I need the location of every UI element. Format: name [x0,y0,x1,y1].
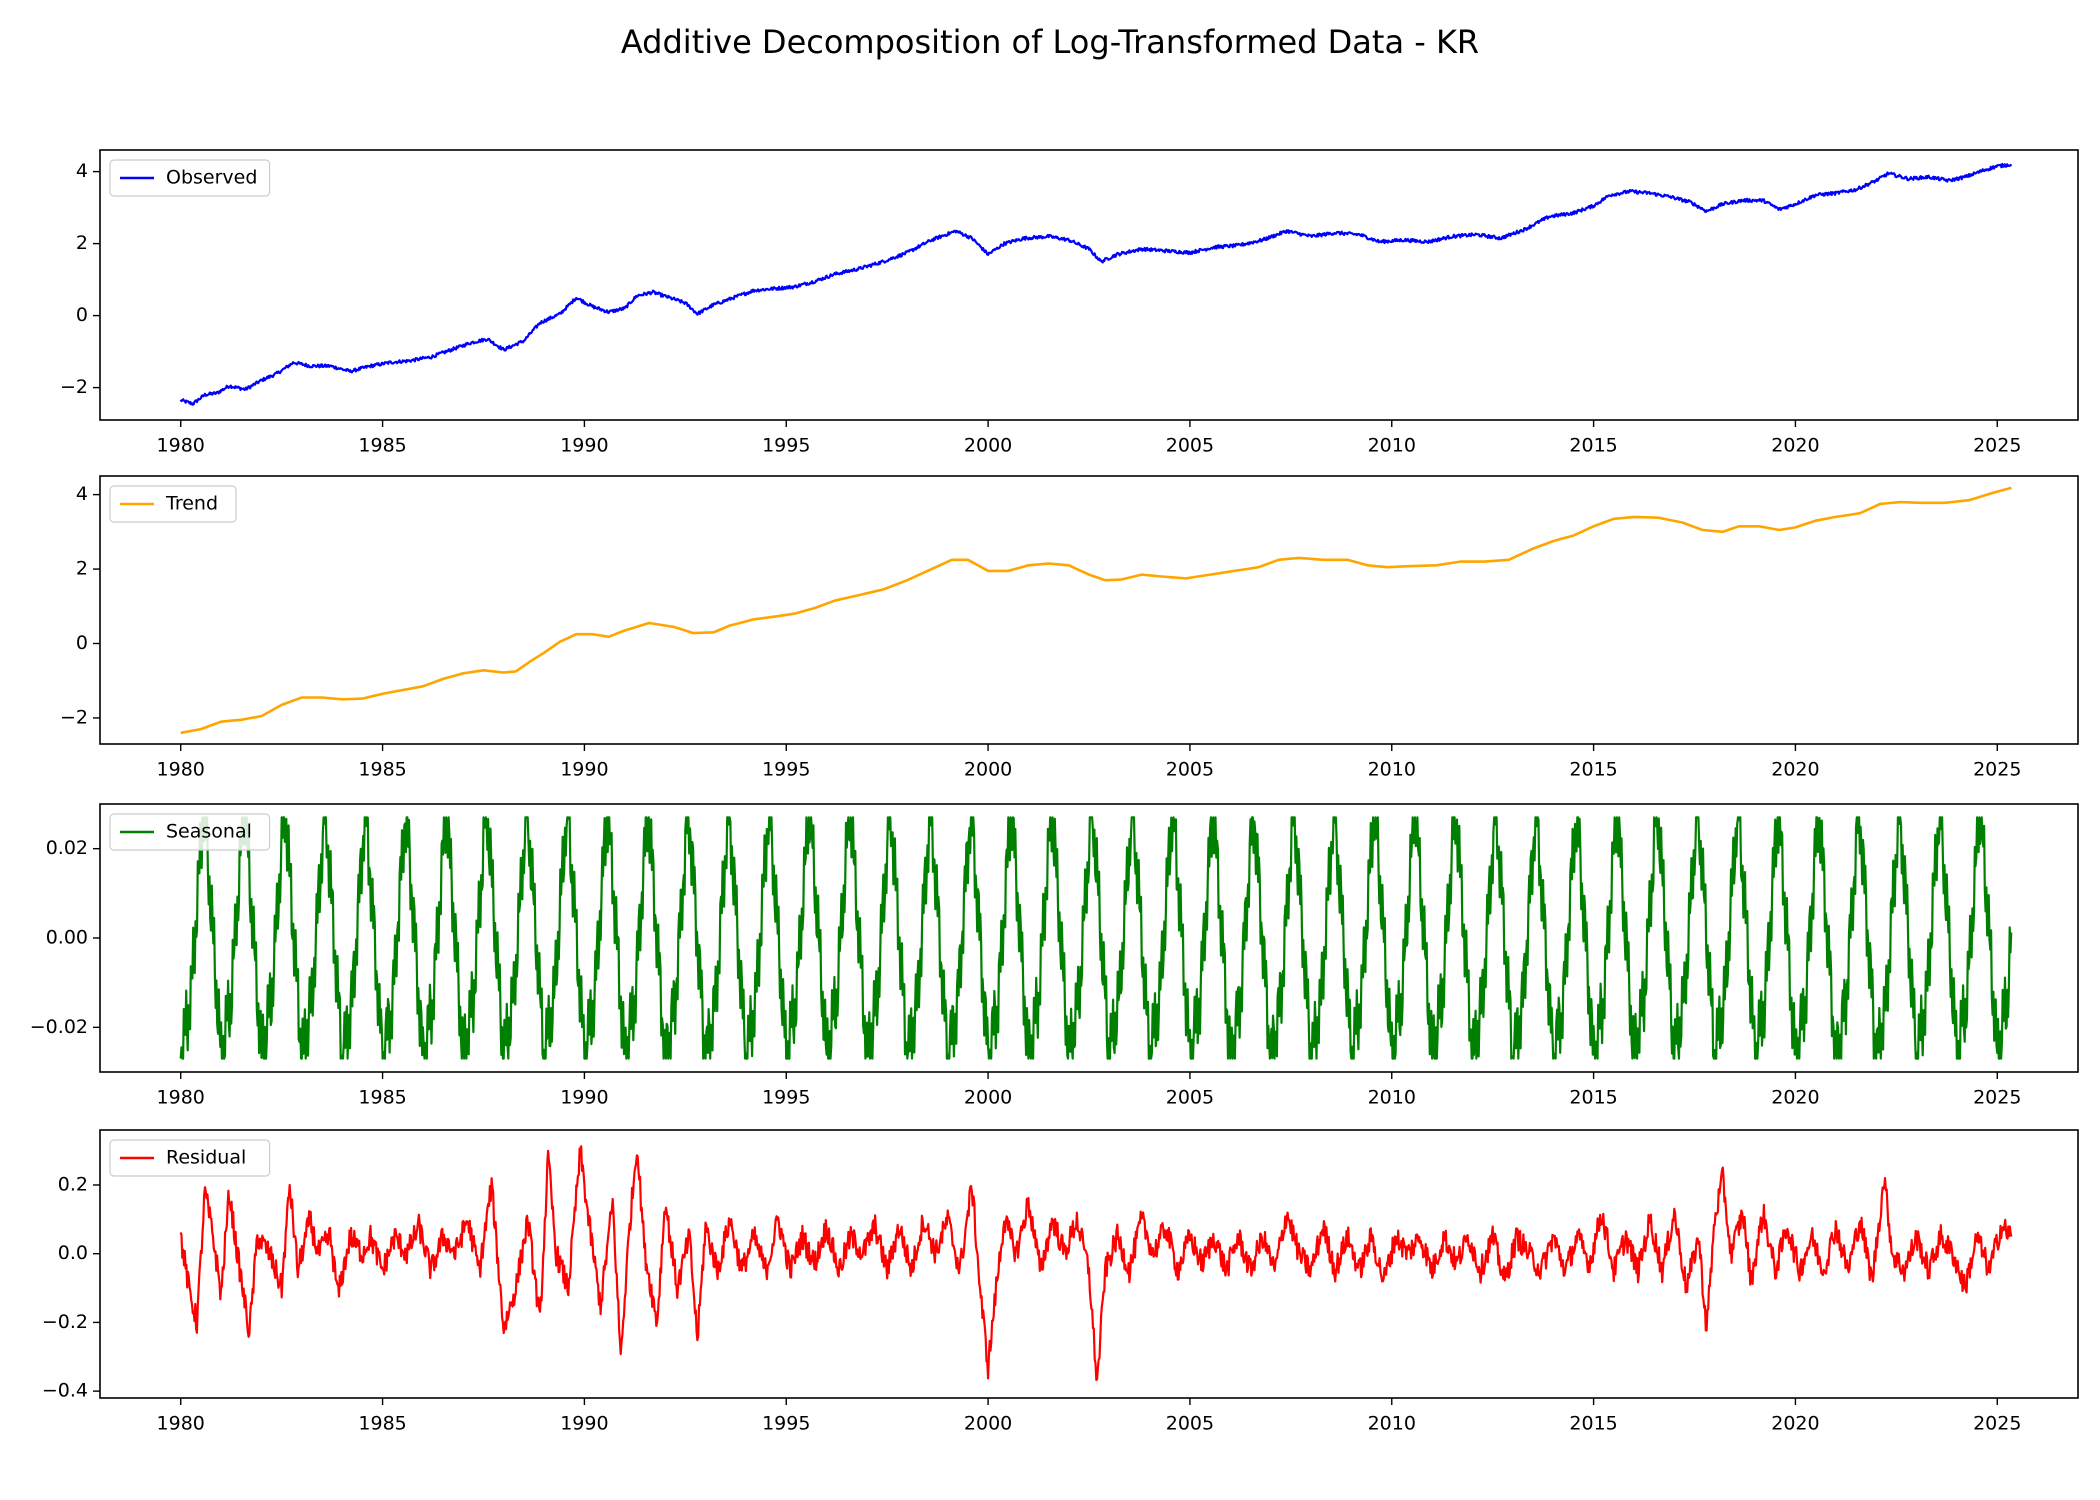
y-tick-label: 0.02 [46,837,88,859]
y-tick-label: 4 [76,160,88,182]
axes-frame [99,475,2079,745]
x-tick-label: 2015 [1569,435,1617,457]
legend-box [109,159,271,197]
panel-trend: −2 0 2 4 1980 1985 1990 1995 2000 2005 2010 2015 202… [60,475,2079,781]
x-tick-label: 1990 [560,1087,608,1109]
y-tick-label: 0 [76,632,88,654]
x-tick-label: 2020 [1771,1413,1819,1435]
x-tick-label: 1995 [762,759,810,781]
axes-frame [99,149,2079,421]
x-tick-label: 1985 [358,1413,406,1435]
x-tick-label: 2025 [1973,759,2021,781]
x-tick-label: 2025 [1973,435,2021,457]
series-line-observed [179,162,2013,406]
legend-residual: Residual [109,1139,271,1177]
x-tick-label: 2010 [1368,1413,1416,1435]
x-tick-label: 2010 [1368,759,1416,781]
x-tick-label: 1980 [157,1087,205,1109]
x-tick-label: 1985 [358,759,406,781]
legend-label: Residual [166,1147,246,1169]
legend-label: Observed [166,167,257,189]
y-tick-label: 4 [76,483,88,505]
y-tick-label: −0.4 [42,1380,88,1402]
series-line-residual [179,1145,2013,1382]
panel-observed: −2 0 2 4 1980 1985 1990 1995 2000 2005 2010 2015 202… [60,149,2079,457]
x-tick-label: 2000 [964,1413,1012,1435]
x-tick-label: 2005 [1166,759,1214,781]
x-tick-label: 2015 [1569,1413,1617,1435]
x-tick-label: 1990 [560,759,608,781]
y-tick-label: 0.0 [58,1242,88,1264]
x-tick-label: 1980 [157,1413,205,1435]
x-tick-label: 1985 [358,1087,406,1109]
x-tick-label: 1980 [157,435,205,457]
x-tick-label: 2025 [1973,1087,2021,1109]
x-tick-label: 1980 [157,759,205,781]
legend-box [109,1139,271,1177]
x-tick-label: 2020 [1771,759,1819,781]
y-tick-label: −2 [60,706,88,728]
y-tick-label: −0.2 [42,1311,88,1333]
y-tick-label: 2 [76,232,88,254]
x-tick-label: 2020 [1771,1087,1819,1109]
chart-title: Additive Decomposition of Log-Transforme… [621,23,1479,61]
x-tick-label: 1990 [560,435,608,457]
x-tick-label: 2005 [1166,1087,1214,1109]
legend-box [109,813,271,851]
x-tick-label: 2015 [1569,1087,1617,1109]
legend-trend: Trend [109,485,237,523]
x-tick-label: 2010 [1368,1087,1416,1109]
y-tick-label: 2 [76,558,88,580]
legend-observed: Observed [109,159,271,197]
panel-residual: −0.4 −0.2 0.0 0.2 1980 1985 1990 1995 2000 2005 20… [42,1129,2079,1435]
y-tick-label: −2 [60,376,88,398]
x-tick-label: 2025 [1973,1413,2021,1435]
panel-seasonal: −0.02 0.00 0.02 1980 1985 1990 1995 2000 2005 201… [30,803,2079,1109]
legend-label: Seasonal [166,821,252,843]
x-tick-label: 1985 [358,435,406,457]
x-tick-label: 2005 [1166,1413,1214,1435]
series-line-trend [180,486,2012,735]
series-line-seasonal [179,816,2013,1060]
x-tick-label: 1995 [762,1413,810,1435]
y-tick-label: −0.02 [30,1016,88,1038]
legend-seasonal: Seasonal [109,813,271,851]
x-tick-label: 2000 [964,435,1012,457]
x-tick-label: 1995 [762,435,810,457]
y-tick-label: 0.00 [46,927,88,949]
x-tick-label: 1995 [762,1087,810,1109]
y-tick-label: 0 [76,304,88,326]
legend-label: Trend [165,493,218,515]
x-tick-label: 1990 [560,1413,608,1435]
x-tick-label: 2015 [1569,759,1617,781]
x-tick-label: 2020 [1771,435,1819,457]
x-tick-label: 2005 [1166,435,1214,457]
axes-frame [99,1129,2079,1399]
x-tick-label: 2000 [964,759,1012,781]
x-tick-label: 2000 [964,1087,1012,1109]
y-tick-label: 0.2 [58,1173,88,1195]
x-tick-label: 2010 [1368,435,1416,457]
legend-box [109,485,237,523]
